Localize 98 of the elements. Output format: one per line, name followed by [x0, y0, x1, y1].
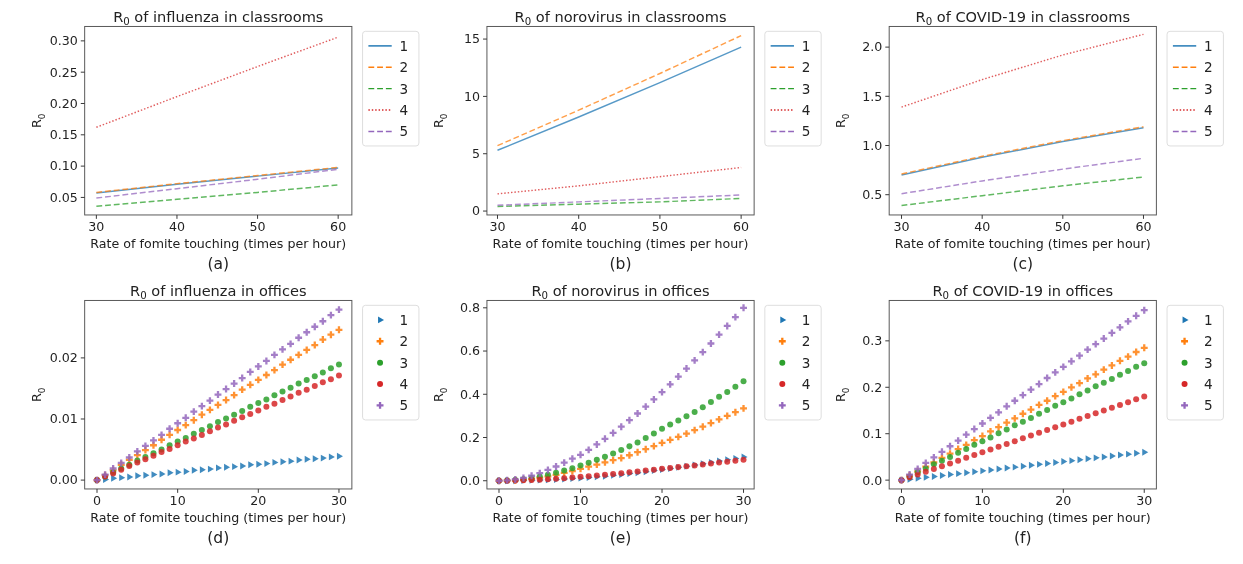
legend-label: 1 [1203, 311, 1213, 328]
text: (f) [1013, 529, 1032, 548]
x-tick-label: 30 [489, 219, 506, 235]
x-tick-label: 0 [897, 493, 906, 509]
x-tick-label: 40 [974, 219, 991, 235]
y-tick-label: 0.20 [49, 95, 78, 111]
y-tick-label: 0.0 [862, 472, 883, 488]
legend-label: 3 [1203, 354, 1213, 371]
y-tick-label: 1.0 [862, 137, 883, 153]
legend-label: 2 [399, 333, 409, 350]
chart-title: R$_{0}$ of influenza in offices [130, 281, 307, 302]
legend-label: 2 [801, 59, 811, 76]
x-tick-label: 50 [249, 219, 266, 235]
legend-label: 4 [1203, 101, 1213, 118]
chart-title: R$_{0}$ of COVID-19 in classrooms [915, 7, 1131, 28]
chart-title: R$_{0}$ of COVID-19 in offices [932, 281, 1114, 302]
x-tick-label: 30 [735, 493, 752, 509]
x-tick-label: 20 [1055, 493, 1072, 509]
x-tick-label: 60 [733, 219, 750, 235]
x-tick-label: 30 [1136, 493, 1153, 509]
y-tick-label: 5 [472, 146, 481, 162]
y-tick-label: 2.0 [862, 39, 883, 55]
chart-title: R$_{0}$ of influenza in classrooms [113, 7, 324, 28]
y-tick-label: 0.25 [49, 64, 78, 80]
legend-label: 3 [801, 354, 811, 371]
y-tick-label: 0.2 [460, 429, 481, 445]
legend-label: 4 [399, 101, 409, 118]
x-tick-label: 50 [651, 219, 668, 235]
y-tick-label: 0.8 [460, 300, 481, 316]
y-tick-label: 0.1 [862, 426, 883, 442]
text: (b) [609, 255, 632, 274]
x-axis-title: Rate of fomite touching (times per hour) [492, 509, 749, 525]
x-axis-title: Rate of fomite touching (times per hour) [894, 509, 1151, 525]
x-tick-label: 0 [92, 493, 102, 509]
legend-label: 4 [1203, 375, 1213, 392]
legend-label: 5 [399, 123, 409, 140]
legend-label: 1 [399, 311, 409, 328]
chart-title: R$_{0}$ of norovirus in offices [531, 281, 710, 302]
x-tick-label: 60 [330, 219, 347, 235]
x-tick-label: 10 [974, 493, 991, 509]
x-tick-label: 50 [1054, 219, 1071, 235]
legend-label: 1 [399, 37, 409, 54]
x-tick-label: 30 [330, 493, 348, 509]
x-axis-title: Rate of fomite touching (times per hour) [492, 235, 749, 251]
x-tick-label: 20 [653, 493, 671, 509]
chart-title: R$_{0}$ of norovirus in classrooms [514, 7, 727, 28]
y-tick-label: 0.2 [862, 379, 883, 395]
legend-label: 4 [801, 101, 811, 118]
y-tick-label: 10 [464, 88, 481, 104]
legend-label: 3 [1203, 80, 1213, 97]
legend-label: 4 [399, 375, 409, 392]
legend-label: 2 [1203, 333, 1213, 350]
legend-label: 1 [801, 37, 811, 54]
x-axis-title: Rate of fomite touching (times per hour) [90, 509, 347, 525]
legend-label: 5 [801, 397, 811, 414]
y-tick-label: 0.3 [862, 333, 883, 349]
y-tick-label: 15 [464, 31, 481, 47]
x-tick-label: 40 [168, 219, 185, 235]
legend-label: 2 [399, 59, 409, 76]
legend-label: 2 [1203, 59, 1213, 76]
legend-label: 1 [1203, 37, 1213, 54]
y-tick-label: 0.05 [49, 189, 78, 205]
legend-label: 3 [399, 354, 409, 371]
x-tick-label: 0 [494, 493, 504, 509]
text: (a) [207, 255, 230, 274]
text: (e) [609, 529, 632, 548]
x-tick-label: 20 [250, 493, 267, 509]
legend-label: 3 [399, 80, 409, 97]
legend-label: 5 [1203, 123, 1213, 140]
x-tick-label: 10 [572, 493, 589, 509]
x-tick-label: 40 [570, 219, 587, 235]
y-tick-label: 0.15 [49, 127, 78, 143]
legend-label: 1 [801, 311, 811, 328]
legend-label: 5 [1203, 397, 1213, 414]
x-axis-title: Rate of fomite touching (times per hour) [894, 235, 1151, 251]
legend-label: 4 [801, 375, 811, 392]
legend-label: 5 [399, 397, 409, 414]
y-tick-label: 0.30 [49, 33, 78, 49]
y-tick-label: 0.0 [460, 473, 481, 489]
x-tick-label: 10 [169, 493, 186, 509]
y-tick-label: 0 [472, 203, 481, 219]
legend-label: 5 [801, 123, 811, 140]
y-tick-label: 0.6 [460, 343, 481, 359]
x-tick-label: 60 [1135, 219, 1152, 235]
x-tick-label: 30 [88, 219, 105, 235]
x-axis-title: Rate of fomite touching (times per hour) [90, 235, 347, 251]
y-tick-label: 0.4 [460, 386, 481, 402]
y-tick-label: 0.5 [862, 187, 883, 203]
y-tick-label: 0.02 [49, 350, 78, 366]
text: (d) [207, 529, 230, 548]
legend-label: 3 [801, 80, 811, 97]
x-tick-label: 30 [893, 219, 910, 235]
y-tick-label: 0.00 [49, 472, 78, 488]
y-tick-label: 0.10 [49, 158, 78, 174]
text: (c) [1012, 255, 1034, 274]
legend-label: 2 [801, 333, 811, 350]
y-tick-label: 1.5 [862, 88, 883, 104]
y-tick-label: 0.01 [49, 411, 78, 427]
